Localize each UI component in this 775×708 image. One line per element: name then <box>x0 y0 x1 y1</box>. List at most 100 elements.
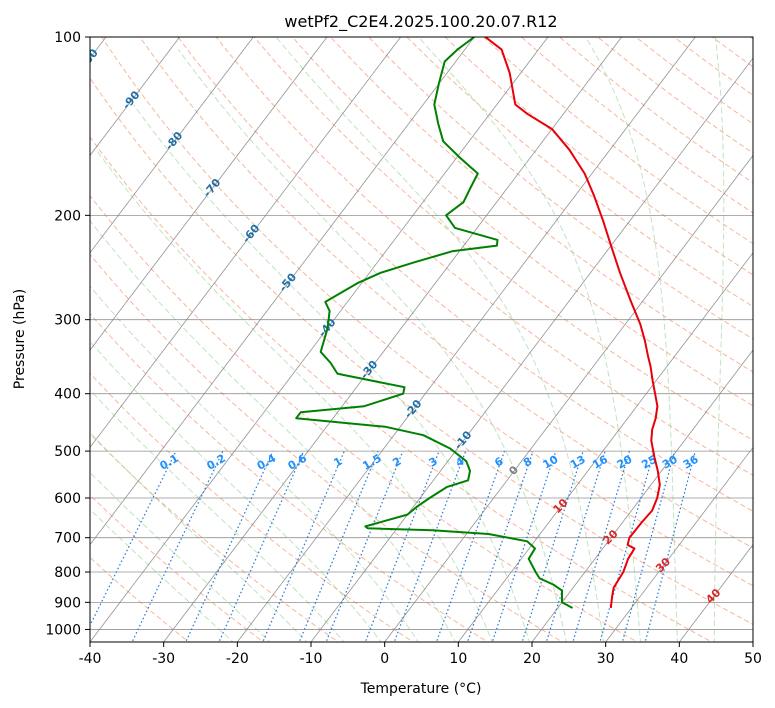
mixing-ratio-label: 3 <box>427 455 440 470</box>
y-tick-label: 100 <box>54 30 81 46</box>
isotherm-label: -100 <box>73 46 101 76</box>
mixing-ratio-label: 0.2 <box>205 452 228 473</box>
moist-adiabat-line <box>90 508 234 642</box>
y-tick-label: 900 <box>54 595 81 611</box>
x-tick-label: 10 <box>449 651 467 667</box>
dry-adiabat-line <box>90 556 190 642</box>
zero-isotherm-label: 0 <box>506 463 521 477</box>
y-tick-label: 600 <box>54 491 81 507</box>
mixing-ratio-label: 0.4 <box>255 451 279 472</box>
isotherm-label: -20 <box>402 397 425 421</box>
dry-adiabat-line <box>406 37 753 308</box>
mixing-ratio-line <box>521 450 584 642</box>
isotherm-label: -70 <box>201 176 224 200</box>
dry-adiabat-line <box>90 433 340 642</box>
y-tick-label: 700 <box>54 531 81 547</box>
mixing-ratio-label: 13 <box>568 453 588 472</box>
dry-adiabat-line <box>139 37 753 549</box>
mixing-ratio-line <box>185 450 274 642</box>
isotherm-line <box>531 349 753 642</box>
x-tick-label: 0 <box>380 651 389 667</box>
mixing-ratio-label: 8 <box>521 455 534 470</box>
dry-adiabat-line <box>253 37 753 441</box>
dewpoint-profile-line <box>295 37 573 609</box>
x-tick-label: -30 <box>152 651 175 667</box>
dry-adiabat-line <box>177 37 753 512</box>
isotherm-line <box>90 37 401 449</box>
dry-adiabat-line <box>101 37 753 587</box>
isotherm-line <box>237 37 696 642</box>
mixing-ratio-label: 6 <box>492 454 505 469</box>
moist-adiabat-line <box>417 37 642 642</box>
moist-adiabat-line <box>95 149 493 642</box>
mixing-ratio-line <box>364 450 440 642</box>
isotherm-line <box>679 544 753 642</box>
dry-adiabat-line <box>90 194 639 642</box>
dry-adiabat-label: 20 <box>601 527 621 547</box>
dry-adiabat-line <box>673 37 753 96</box>
isotherm-label: -10 <box>452 428 475 452</box>
moist-adiabat-line <box>713 37 725 642</box>
dry-adiabat-line <box>711 37 753 68</box>
y-tick-label: 300 <box>54 313 81 329</box>
dry-adiabat-line <box>558 37 753 184</box>
moist-adiabat-line <box>90 219 456 642</box>
mixing-ratio-line <box>298 450 379 642</box>
moist-adiabat-line <box>177 49 568 642</box>
mixing-ratio-line <box>599 450 655 642</box>
mixing-ratio-line <box>218 450 305 642</box>
moist-adiabat-line <box>90 471 271 642</box>
mixing-ratio-line <box>621 450 676 642</box>
mixing-ratio-label: 1.5 <box>360 452 383 473</box>
isotherm-line <box>752 641 753 642</box>
y-tick-label: 500 <box>54 444 81 460</box>
mixing-ratio-line <box>572 450 631 642</box>
x-tick-label: 40 <box>670 651 688 667</box>
dry-adiabat-line <box>749 37 753 40</box>
isotherm-label: -60 <box>240 222 263 246</box>
mixing-ratio-label: 1 <box>332 455 345 470</box>
isotherm-line <box>90 37 180 157</box>
mixing-ratio-line <box>545 450 606 642</box>
moist-adiabat-line <box>90 285 419 642</box>
moist-adiabat-line <box>275 37 605 642</box>
plot-frame <box>89 36 754 643</box>
y-tick-label: 800 <box>54 565 81 581</box>
mixing-ratio-line <box>644 450 696 642</box>
x-tick-label: -40 <box>79 651 102 667</box>
mixing-ratio-label: 36 <box>681 453 701 472</box>
isotherm-line <box>458 252 753 642</box>
dry-adiabat-line <box>90 372 414 642</box>
mixing-ratio-line <box>325 450 404 642</box>
chart-title: wetPf2_C2E4.2025.100.20.07.R12 <box>284 12 557 32</box>
dry-adiabat-line <box>215 37 753 476</box>
isotherm-line <box>90 37 475 546</box>
dry-adiabat-line <box>90 253 564 642</box>
x-tick-label: 30 <box>597 651 615 667</box>
moist-adiabat-line <box>90 389 345 642</box>
isotherm-line <box>384 154 753 642</box>
dry-adiabat-line <box>90 77 753 625</box>
dry-adiabat-line <box>751 10 775 645</box>
mixing-ratio-line <box>262 450 345 642</box>
dry-adiabat-line <box>482 37 753 245</box>
y-tick-label: 200 <box>54 208 81 224</box>
x-tick-label: -10 <box>300 651 323 667</box>
isotherm-line <box>90 37 549 642</box>
y-tick-label: 1000 <box>45 622 81 638</box>
dry-adiabat-label: 40 <box>703 586 723 606</box>
y-axis-label: Pressure (hPa) <box>12 289 28 389</box>
mixing-ratio-line <box>466 450 534 642</box>
mixing-ratio-label: 16 <box>590 453 610 472</box>
moist-adiabat-line <box>132 104 530 642</box>
isotherm-label: -80 <box>163 129 186 153</box>
isotherm-line <box>605 446 753 642</box>
plot-area: 0.1 0.2 0.4 0.6 1 1.5 2 3 4 6 8 10 13 16 20 25 30 36-100-… <box>73 10 775 645</box>
x-tick-label: 20 <box>523 651 541 667</box>
isotherm-line <box>310 57 753 642</box>
dry-adiabat-line <box>291 37 753 407</box>
mixing-ratio-line <box>435 450 506 642</box>
isotherm-line <box>90 37 254 254</box>
x-axis-label: Temperature (°C) <box>360 681 482 697</box>
